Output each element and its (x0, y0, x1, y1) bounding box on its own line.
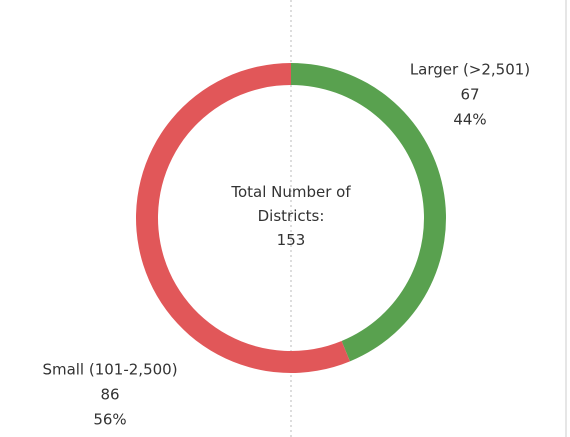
percent-label: 44% (453, 111, 486, 129)
center-total: 153 (276, 231, 306, 249)
value-label: 86 (100, 386, 119, 404)
value-label: 67 (460, 86, 479, 104)
category-label: Small (101-2,500) (42, 361, 177, 379)
category-label: Larger (>2,501) (410, 61, 530, 79)
donut-segment (291, 63, 446, 362)
center-label: Total Number of Districts: 153 (221, 180, 361, 252)
percent-label: 56% (93, 411, 126, 429)
center-title: Total Number of Districts: (231, 183, 351, 225)
